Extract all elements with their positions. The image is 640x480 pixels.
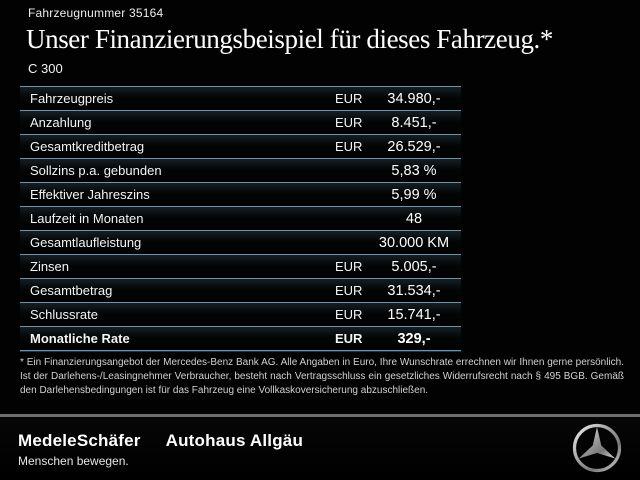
finance-row: Schlussrate EUR 15.741,- (20, 302, 461, 326)
row-label: Fahrzeugpreis (30, 91, 114, 106)
footer-divider (0, 414, 640, 417)
row-label: Schlussrate (30, 307, 98, 322)
row-label: Gesamtkreditbetrag (30, 139, 145, 154)
row-value: 30.000 KM (378, 234, 450, 251)
row-value: 329,- (397, 330, 431, 347)
row-value: 34.980,- (387, 90, 441, 107)
finance-row: Fahrzeugpreis EUR 34.980,- (20, 86, 461, 110)
row-currency: EUR (335, 91, 363, 106)
row-label: Sollzins p.a. gebunden (30, 163, 162, 178)
finance-row: Gesamtkreditbetrag EUR 26.529,- (20, 134, 461, 158)
finance-row: Effektiver Jahreszins 5,99 % (20, 182, 461, 206)
row-label: Effektiver Jahreszins (30, 187, 150, 202)
vehicle-number: Fahrzeugnummer 35164 (28, 6, 164, 20)
row-value: 8.451,- (391, 114, 437, 131)
row-currency: EUR (335, 331, 363, 346)
row-value: 26.529,- (387, 138, 441, 155)
dealer-tagline: Menschen bewegen. (18, 454, 129, 468)
row-label: Monatliche Rate (30, 331, 130, 346)
row-currency: EUR (335, 115, 363, 130)
row-value: 31.534,- (387, 282, 441, 299)
footer: MedeleSchäfer Autohaus Allgäu Menschen b… (0, 417, 640, 480)
row-value: 5,83 % (391, 162, 437, 179)
row-label: Gesamtbetrag (30, 283, 113, 298)
row-value: 15.741,- (387, 306, 441, 323)
row-value: 5,99 % (391, 186, 437, 203)
dealer-logo-autohaus-allgaeu: Autohaus Allgäu (165, 431, 304, 450)
dealer-logos: MedeleSchäfer Autohaus Allgäu (18, 431, 303, 451)
finance-row: Monatliche Rate EUR 329,- (20, 326, 461, 350)
row-value: 48 (405, 210, 423, 227)
row-label: Anzahlung (30, 115, 92, 130)
finance-row: Gesamtbetrag EUR 31.534,- (20, 278, 461, 302)
finance-row: Sollzins p.a. gebunden 5,83 % (20, 158, 461, 182)
finance-row: Anzahlung EUR 8.451,- (20, 110, 461, 134)
model-name: C 300 (28, 61, 63, 76)
row-currency: EUR (335, 139, 363, 154)
row-value: 5.005,- (391, 258, 437, 275)
finance-row: Laufzeit in Monaten 48 (20, 206, 461, 230)
row-currency: EUR (335, 283, 363, 298)
row-label: Laufzeit in Monaten (30, 211, 144, 226)
row-currency: EUR (335, 259, 363, 274)
finance-row: Gesamtlaufleistung 30.000 KM (20, 230, 461, 254)
dealer-logo-medeleschaefer: MedeleSchäfer (18, 431, 141, 450)
mercedes-star-icon (571, 422, 623, 474)
row-label: Zinsen (30, 259, 70, 274)
finance-row: Zinsen EUR 5.005,- (20, 254, 461, 278)
disclaimer-text: * Ein Finanzierungsangebot der Mercedes-… (20, 357, 624, 396)
row-currency: EUR (335, 307, 363, 322)
finance-table: Fahrzeugpreis EUR 34.980,- Anzahlung EUR 8.45… (20, 86, 461, 351)
dealer-block: MedeleSchäfer Autohaus Allgäu Menschen b… (18, 431, 303, 468)
page-title: Unser Finanzierungsbeispiel für dieses F… (26, 24, 554, 54)
row-label: Gesamtlaufleistung (30, 235, 142, 250)
